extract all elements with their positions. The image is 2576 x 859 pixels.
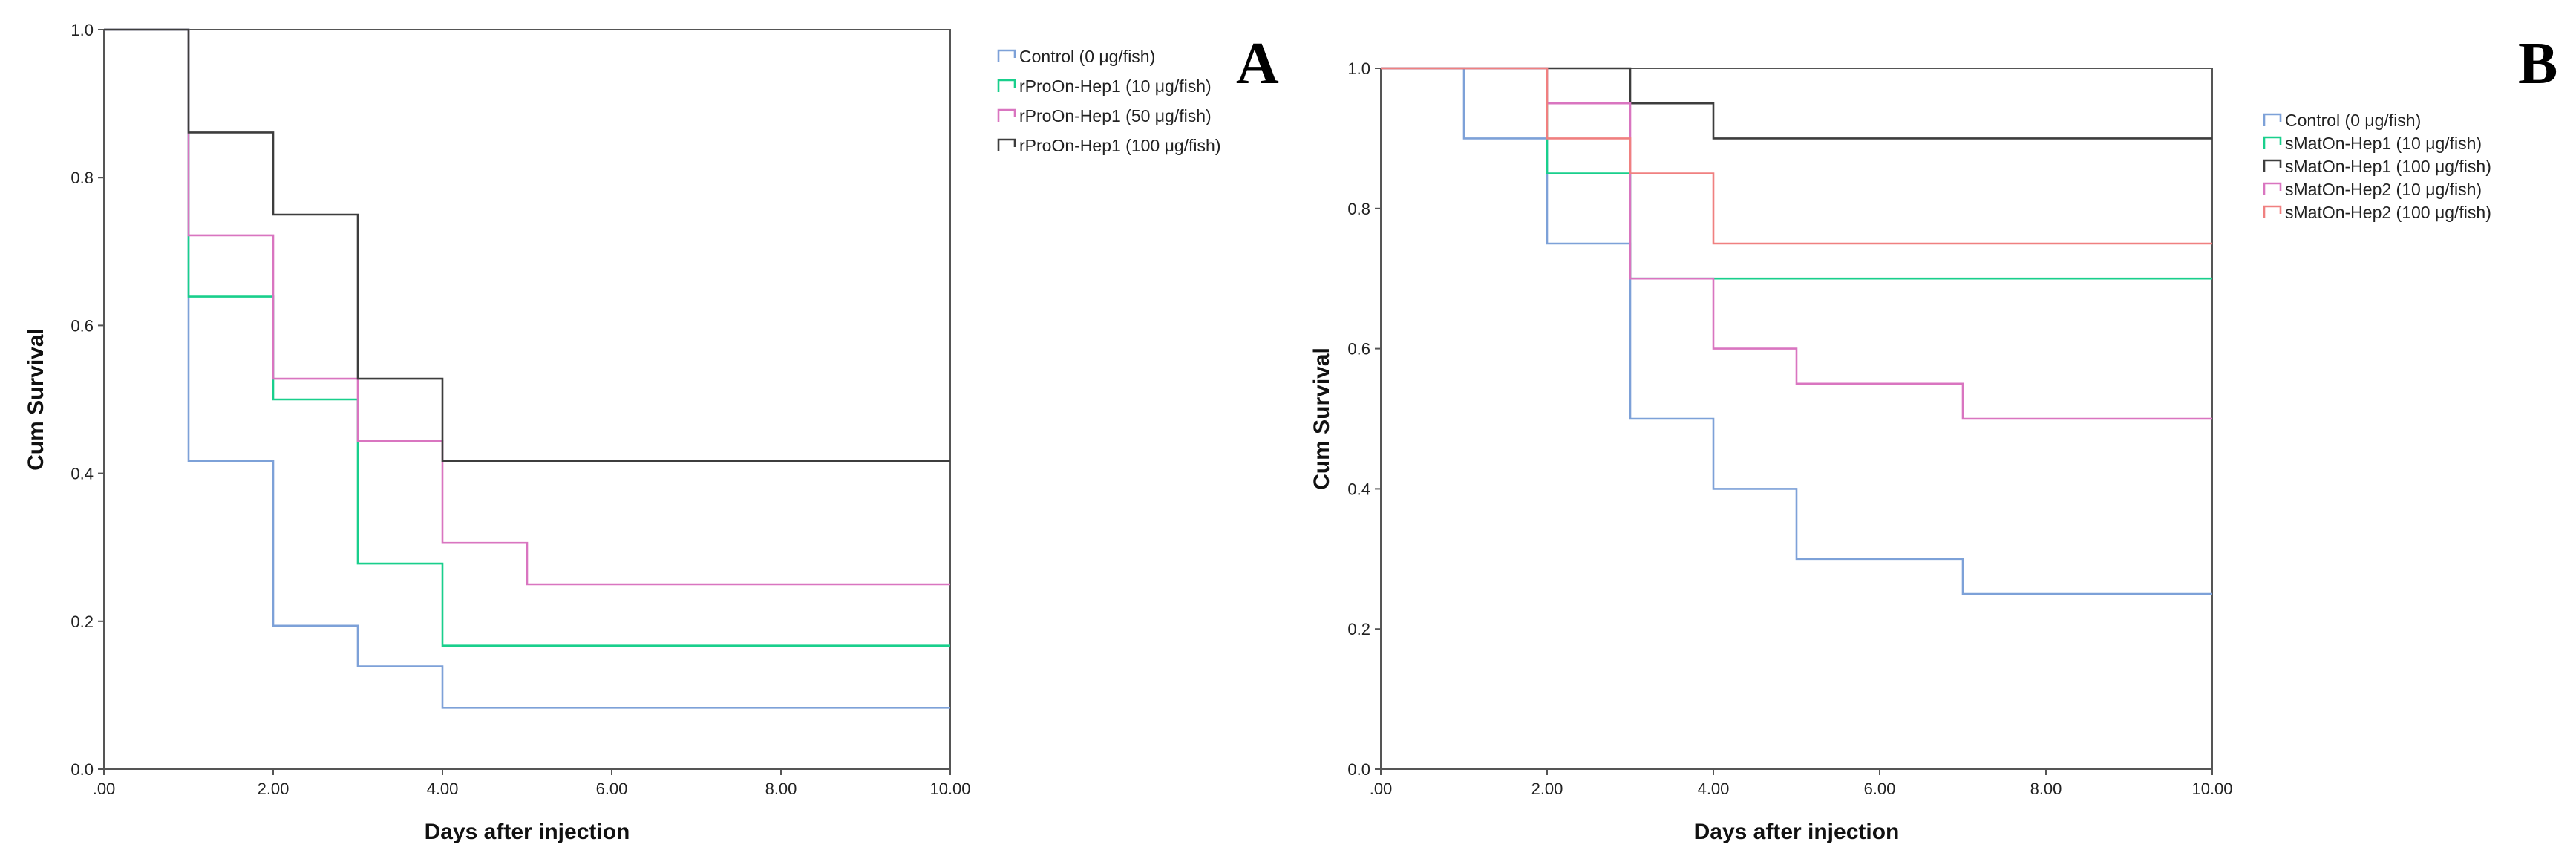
legend-label: sMatOn-Hep2 (10 μg/fish) xyxy=(2285,180,2482,199)
panel-label: B xyxy=(2518,31,2557,97)
series-line-2 xyxy=(104,28,950,586)
legend-swatch xyxy=(2263,205,2282,218)
legend-swatch xyxy=(997,49,1016,62)
legend-label: sMatOn-Hep2 (100 μg/fish) xyxy=(2285,203,2491,222)
legend-label: Control (0 μg/fish) xyxy=(2285,111,2421,130)
y-tick-label: 1.0 xyxy=(1347,59,1370,78)
legend-swatch xyxy=(2263,159,2282,172)
x-tick-label: 8.00 xyxy=(765,780,797,798)
x-tick-label: 8.00 xyxy=(2030,780,2062,798)
y-tick-label: 0.8 xyxy=(71,169,94,187)
panel-b: .00 2.00 4.00 6.00 8.00 10.00 0.0 0.2 0.4 0.6 0.8 1… xyxy=(1310,31,2557,844)
x-tick-label: .00 xyxy=(1370,780,1393,798)
x-tick-label: .00 xyxy=(93,780,116,798)
legend-label: sMatOn-Hep1 (100 μg/fish) xyxy=(2285,157,2491,176)
x-axis-title: Days after injection xyxy=(1694,820,1900,844)
legend-label: rProOn-Hep1 (50 μg/fish) xyxy=(1019,106,1212,125)
y-tick-label: 0.2 xyxy=(71,613,94,631)
legend-swatch xyxy=(2263,136,2282,149)
y-tick-label: 0.8 xyxy=(1347,200,1370,218)
y-tick-label: 1.0 xyxy=(71,21,94,39)
y-tick-label: 0.6 xyxy=(1347,340,1370,359)
x-tick-label: 6.00 xyxy=(1864,780,1896,798)
legend-label: rProOn-Hep1 (100 μg/fish) xyxy=(1019,136,1220,155)
y-axis-title: Cum Survival xyxy=(1310,347,1334,490)
y-axis-title: Cum Survival xyxy=(24,328,48,471)
x-tick-label: 10.00 xyxy=(2191,780,2232,798)
series-line-3 xyxy=(104,28,950,462)
x-tick-label: 4.00 xyxy=(427,780,459,798)
y-tick-label: 0.6 xyxy=(71,316,94,335)
panel-a: .00 2.00 4.00 6.00 8.00 10.00 0.0 0.2 0.4 0.6 0.8 1… xyxy=(24,21,1279,844)
legend-swatch xyxy=(2263,182,2282,195)
series-line-4 xyxy=(1381,67,2212,245)
x-tick-label: 4.00 xyxy=(1698,780,1730,798)
legend-label: Control (0 μg/fish) xyxy=(1019,47,1155,66)
panel-label: A xyxy=(1236,31,1279,97)
legend-label: rProOn-Hep1 (10 μg/fish) xyxy=(1019,76,1212,96)
legend-swatch xyxy=(997,79,1016,92)
series-line-0 xyxy=(1381,67,2212,595)
y-tick-label: 0.4 xyxy=(71,465,94,483)
x-tick-label: 2.00 xyxy=(258,780,290,798)
y-tick-label: 0.0 xyxy=(71,760,94,779)
y-tick-label: 0.0 xyxy=(1347,760,1370,779)
legend-swatch xyxy=(997,108,1016,122)
series-line-2 xyxy=(1381,67,2212,140)
legend-swatch xyxy=(997,138,1016,151)
x-tick-label: 6.00 xyxy=(596,780,628,798)
x-tick-label: 10.00 xyxy=(929,780,970,798)
x-axis-title: Days after injection xyxy=(425,820,630,844)
legend-swatch xyxy=(2263,113,2282,126)
y-tick-label: 0.2 xyxy=(1347,620,1370,638)
x-tick-label: 2.00 xyxy=(1531,780,1563,798)
y-tick-label: 0.4 xyxy=(1347,480,1370,498)
plot-frame xyxy=(103,29,951,770)
legend-label: sMatOn-Hep1 (10 μg/fish) xyxy=(2285,134,2482,153)
